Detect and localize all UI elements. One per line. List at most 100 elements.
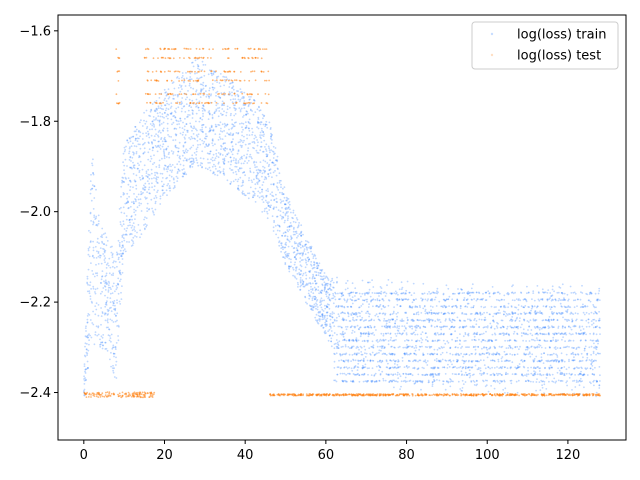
train-point	[326, 311, 329, 314]
train-point	[172, 178, 175, 181]
train-point	[407, 373, 409, 376]
train-point	[327, 288, 329, 291]
train-point	[249, 109, 252, 112]
train-point	[95, 308, 98, 311]
train-point	[269, 159, 271, 162]
train-point	[370, 318, 373, 321]
train-point	[422, 293, 424, 295]
train-point	[299, 243, 302, 246]
train-point	[522, 374, 524, 377]
train-point	[426, 360, 429, 362]
train-point	[228, 86, 231, 88]
train-point	[378, 351, 380, 354]
train-point	[141, 168, 144, 171]
train-point	[112, 302, 115, 304]
train-point	[443, 346, 445, 349]
train-point	[541, 333, 544, 336]
train-point	[301, 274, 304, 277]
train-point	[284, 250, 287, 253]
train-point	[421, 373, 424, 376]
train-point	[500, 360, 503, 363]
train-point	[495, 313, 498, 315]
train-point	[215, 155, 218, 158]
train-point	[398, 373, 401, 376]
train-point	[370, 332, 372, 335]
train-point	[309, 269, 312, 272]
train-point	[201, 126, 204, 129]
train-point	[385, 292, 388, 295]
train-point	[396, 374, 399, 376]
train-point	[172, 97, 175, 100]
train-point	[421, 380, 424, 382]
train-point	[151, 120, 154, 123]
train-point	[442, 313, 445, 315]
train-point	[537, 333, 539, 336]
train-point	[306, 302, 308, 305]
train-point	[371, 345, 374, 348]
train-point	[391, 352, 394, 355]
train-point	[355, 337, 358, 339]
train-point	[151, 147, 154, 149]
train-point	[95, 215, 98, 218]
train-point	[526, 285, 528, 288]
train-point	[155, 100, 158, 102]
train-point	[546, 374, 549, 376]
train-point	[212, 73, 215, 76]
train-point	[229, 156, 232, 159]
train-point	[269, 168, 272, 171]
train-point	[425, 338, 427, 341]
train-point	[475, 291, 478, 294]
train-point	[296, 249, 298, 252]
train-point	[544, 318, 547, 321]
train-point	[96, 223, 98, 226]
train-point	[304, 243, 307, 246]
train-point	[351, 299, 354, 302]
train-point	[527, 369, 529, 372]
train-point	[396, 326, 398, 329]
train-point	[120, 195, 122, 198]
train-point	[190, 160, 193, 163]
train-point	[538, 292, 540, 294]
train-point	[161, 172, 164, 175]
train-point	[313, 261, 316, 264]
train-point	[259, 134, 261, 137]
train-point	[246, 153, 249, 156]
train-point	[101, 341, 103, 344]
train-point	[552, 326, 555, 328]
train-point	[398, 332, 401, 334]
train-point	[592, 318, 594, 321]
train-point	[297, 286, 299, 288]
train-point	[578, 373, 581, 376]
train-point	[328, 287, 331, 290]
train-point	[485, 352, 488, 354]
train-point	[563, 333, 566, 335]
train-point	[229, 182, 232, 185]
train-point	[86, 360, 89, 363]
train-point	[84, 345, 86, 348]
train-point	[599, 333, 601, 335]
train-point	[298, 242, 301, 245]
train-point	[378, 299, 381, 302]
train-point	[145, 170, 148, 173]
train-point	[516, 316, 518, 319]
train-point	[107, 264, 110, 267]
train-point	[376, 352, 378, 355]
train-point	[150, 168, 153, 171]
train-point	[86, 277, 89, 280]
train-point	[88, 343, 90, 346]
train-point	[315, 313, 318, 316]
train-point	[123, 150, 126, 153]
train-point	[274, 147, 277, 149]
train-point	[574, 299, 577, 302]
train-point	[132, 240, 134, 243]
train-point	[153, 119, 156, 121]
train-point	[315, 319, 317, 321]
train-point	[355, 340, 358, 342]
train-point	[321, 275, 323, 278]
train-point	[575, 319, 577, 322]
train-point	[561, 299, 563, 301]
train-point	[459, 365, 462, 368]
train-point	[113, 352, 116, 355]
train-point	[483, 364, 486, 366]
train-point	[560, 292, 563, 294]
